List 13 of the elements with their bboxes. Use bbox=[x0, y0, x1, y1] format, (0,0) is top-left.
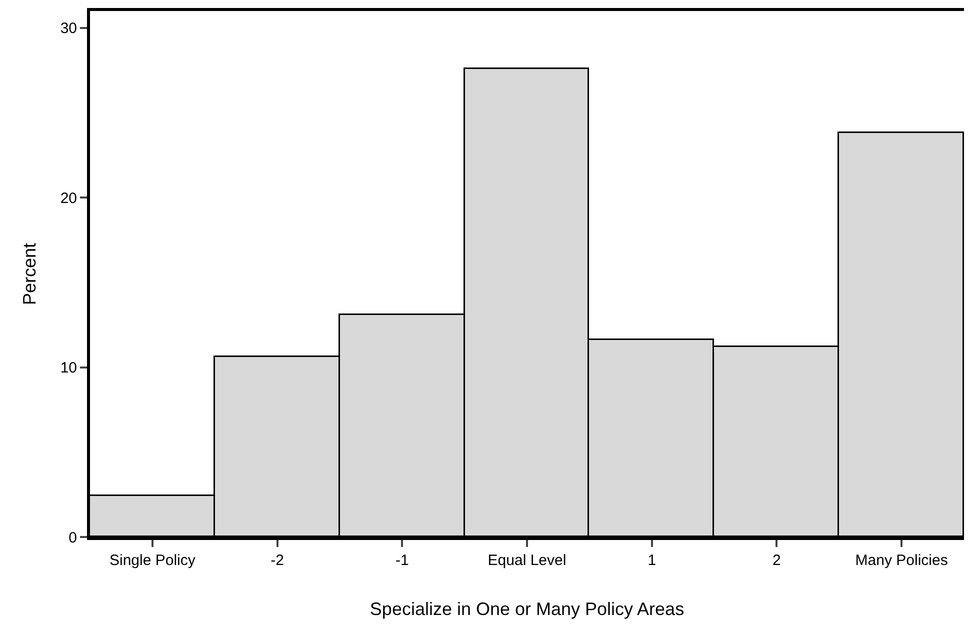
y-tick-label: 20 bbox=[60, 190, 77, 207]
y-axis-title: Percent bbox=[20, 242, 40, 306]
x-tick-label: Equal Level bbox=[488, 552, 566, 569]
x-tick-label: 2 bbox=[772, 552, 781, 569]
x-tick-label: 1 bbox=[648, 552, 656, 569]
x-tick-label: -2 bbox=[270, 552, 284, 569]
x-tick-label: -1 bbox=[395, 552, 409, 569]
x-tick-label: Many Policies bbox=[855, 552, 948, 569]
x-tick-label: Single Policy bbox=[109, 552, 196, 569]
y-tick-label: 30 bbox=[60, 20, 77, 38]
x-axis-title: Specialize in One or Many Policy Areas bbox=[370, 599, 684, 620]
y-tick-label: 10 bbox=[60, 360, 77, 377]
y-tick-label: 0 bbox=[68, 529, 77, 546]
